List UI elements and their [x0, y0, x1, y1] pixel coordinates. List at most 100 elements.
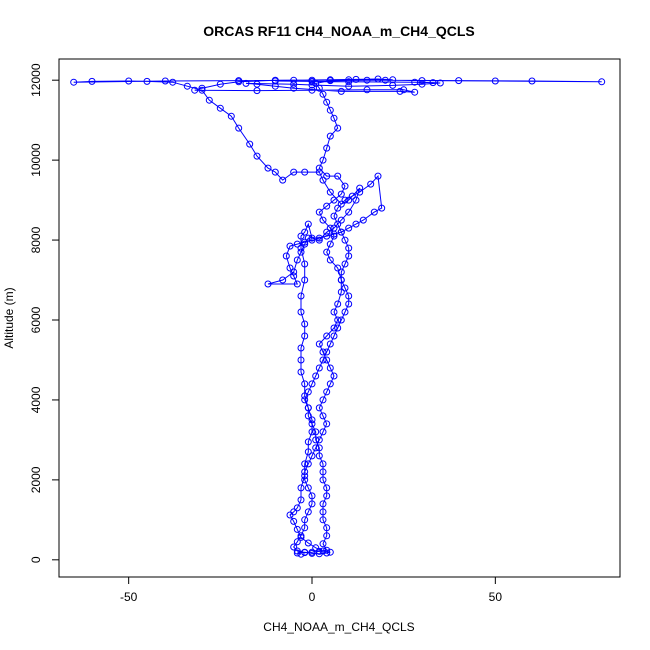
- data-point: [323, 202, 331, 210]
- data-point: [293, 525, 301, 533]
- data-point: [326, 77, 334, 85]
- data-point: [315, 84, 323, 92]
- data-point: [334, 204, 342, 212]
- data-point: [297, 248, 305, 256]
- data-point: [271, 77, 279, 85]
- data-point: [341, 284, 349, 292]
- data-point: [304, 220, 312, 228]
- data-point: [345, 208, 353, 216]
- data-point: [337, 200, 345, 208]
- data-point: [411, 78, 419, 86]
- data-point: [301, 392, 309, 400]
- data-point: [319, 500, 327, 508]
- data-point: [216, 80, 224, 88]
- data-point: [337, 87, 345, 95]
- data-point: [304, 388, 312, 396]
- data-point: [334, 124, 342, 132]
- data-point: [304, 484, 312, 492]
- data-point: [227, 112, 235, 120]
- data-point: [312, 79, 320, 87]
- data-point: [297, 344, 305, 352]
- data-point: [323, 549, 331, 557]
- data-point: [334, 316, 342, 324]
- data-point: [330, 324, 338, 332]
- data-point: [326, 224, 334, 232]
- data-point: [271, 82, 279, 90]
- data-point: [370, 208, 378, 216]
- data-point: [253, 80, 261, 88]
- data-point: [337, 228, 345, 236]
- data-point: [308, 416, 316, 424]
- data-point: [363, 86, 371, 94]
- data-point: [301, 260, 309, 268]
- data-point: [352, 75, 360, 83]
- data-point: [323, 232, 331, 240]
- x-tick-label: 50: [489, 590, 503, 604]
- data-point: [455, 77, 463, 85]
- data-point: [359, 216, 367, 224]
- data-point: [264, 280, 272, 288]
- data-point: [319, 468, 327, 476]
- data-point: [330, 212, 338, 220]
- data-point: [304, 234, 312, 242]
- data-point: [183, 82, 191, 90]
- data-point: [301, 228, 309, 236]
- data-point: [315, 234, 323, 242]
- data-point: [312, 444, 320, 452]
- data-point: [345, 292, 353, 300]
- data-point: [297, 308, 305, 316]
- data-point: [290, 80, 298, 88]
- data-point: [491, 77, 499, 85]
- data-point: [374, 75, 382, 83]
- data-point: [326, 380, 334, 388]
- data-point: [297, 496, 305, 504]
- series-layer: [70, 75, 606, 558]
- data-point: [279, 276, 287, 284]
- data-point: [308, 548, 316, 556]
- data-point: [319, 348, 327, 356]
- data-point: [334, 264, 342, 272]
- data-point: [326, 188, 334, 196]
- data-point: [304, 412, 312, 420]
- data-point: [290, 272, 298, 280]
- data-point: [301, 380, 309, 388]
- data-point: [293, 504, 301, 512]
- data-point: [315, 452, 323, 460]
- y-axis-label: Altitude (m): [2, 287, 16, 348]
- data-point: [301, 240, 309, 248]
- data-point: [334, 172, 342, 180]
- data-point: [345, 252, 353, 260]
- data-point: [326, 340, 334, 348]
- data-point: [345, 82, 353, 90]
- x-tick-label: -50: [120, 590, 138, 604]
- data-point: [334, 220, 342, 228]
- data-point: [205, 96, 213, 104]
- data-point: [301, 396, 309, 404]
- data-point: [323, 532, 331, 540]
- data-point: [323, 248, 331, 256]
- data-point: [418, 77, 426, 85]
- data-point: [319, 156, 327, 164]
- data-point: [286, 264, 294, 272]
- y-tick-label: 12000: [29, 63, 43, 97]
- data-point: [308, 500, 316, 508]
- data-point: [411, 88, 419, 96]
- data-point: [323, 484, 331, 492]
- y-tick-label: 0: [29, 556, 43, 563]
- data-point: [290, 517, 298, 525]
- data-point: [319, 356, 327, 364]
- data-point: [356, 184, 364, 192]
- data-point: [337, 268, 345, 276]
- data-point: [301, 276, 309, 284]
- data-point: [323, 348, 331, 356]
- data-point: [315, 208, 323, 216]
- data-point: [326, 548, 334, 556]
- data-point: [301, 168, 309, 176]
- data-point: [363, 76, 371, 84]
- data-point: [319, 540, 327, 548]
- data-point: [290, 168, 298, 176]
- data-point: [319, 428, 327, 436]
- data-point: [341, 260, 349, 268]
- data-point: [323, 332, 331, 340]
